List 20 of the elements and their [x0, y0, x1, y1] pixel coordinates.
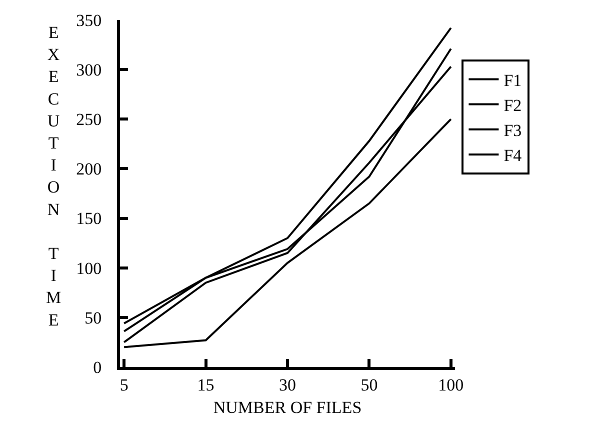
x-tick-label: 15 — [197, 375, 214, 394]
text: EXECUTION TIME — [46, 23, 62, 330]
y-tick-label: 350 — [76, 10, 102, 30]
x-axis-title: NUMBER OF FILES — [213, 398, 362, 417]
line-series — [123, 118, 452, 348]
x-tick-label: 100 — [438, 375, 464, 394]
y-tick-label: 150 — [76, 209, 102, 228]
legend-label: F4 — [504, 146, 522, 166]
y-tick-label: 250 — [76, 110, 102, 130]
y-tick-label: 50 — [84, 308, 102, 328]
x-tick-label: 30 — [279, 375, 296, 394]
legend-label: F1 — [504, 70, 522, 90]
x-tick-label: 50 — [360, 375, 378, 394]
x-tick-label: 5 — [120, 375, 128, 394]
legend-label: F2 — [504, 96, 522, 115]
y-tick-label: 100 — [76, 258, 102, 278]
y-tick-label: 300 — [76, 60, 102, 80]
y-tick-label: 0 — [93, 358, 102, 377]
legend-label: F3 — [504, 121, 522, 140]
y-tick-label: 200 — [76, 160, 102, 179]
